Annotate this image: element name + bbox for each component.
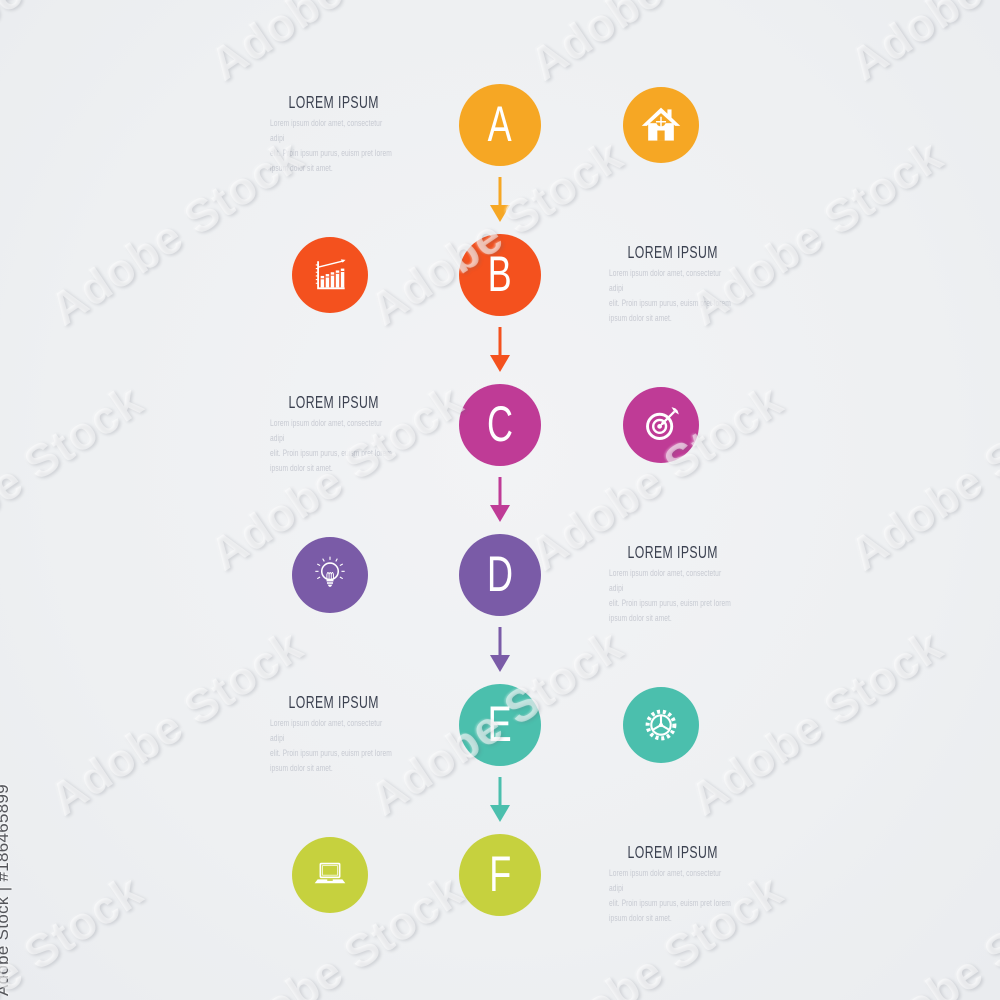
step-circle-b: B xyxy=(459,234,541,316)
text-block-body: Lorem ipsum dolor amet, consectetur adip… xyxy=(270,718,392,774)
step-circle-c: C xyxy=(459,384,541,466)
text-block-body: Lorem ipsum dolor amet, consectetur adip… xyxy=(609,268,731,324)
step-row-c: LOREM IPSUM Lorem ipsum dolor amet, cons… xyxy=(0,350,1000,522)
text-block: LOREM IPSUM Lorem ipsum dolor amet, cons… xyxy=(609,242,736,326)
target-icon xyxy=(623,387,699,463)
text-block-heading: LOREM IPSUM xyxy=(288,92,379,112)
text-block: LOREM IPSUM Lorem ipsum dolor amet, cons… xyxy=(609,842,736,926)
text-block-body: Lorem ipsum dolor amet, consectetur adip… xyxy=(609,568,731,624)
bar-chart-icon xyxy=(292,237,368,313)
text-block-heading: LOREM IPSUM xyxy=(627,842,718,862)
house-icon xyxy=(623,87,699,163)
step-row-b: LOREM IPSUM Lorem ipsum dolor amet, cons… xyxy=(0,200,1000,372)
step-letter: A xyxy=(487,95,513,152)
text-block: LOREM IPSUM Lorem ipsum dolor amet, cons… xyxy=(270,92,397,176)
text-block: LOREM IPSUM Lorem ipsum dolor amet, cons… xyxy=(609,542,736,626)
step-circle-d: D xyxy=(459,534,541,616)
text-block-heading: LOREM IPSUM xyxy=(288,692,379,712)
step-circle-a: A xyxy=(459,84,541,166)
text-block-body: Lorem ipsum dolor amet, consectetur adip… xyxy=(270,118,392,174)
step-letter: F xyxy=(488,845,511,902)
text-block-heading: LOREM IPSUM xyxy=(288,392,379,412)
step-letter: C xyxy=(486,395,513,452)
step-row-a: LOREM IPSUM Lorem ipsum dolor amet, cons… xyxy=(0,50,1000,222)
lightbulb-icon xyxy=(292,537,368,613)
laptop-icon xyxy=(292,837,368,913)
step-row-d: LOREM IPSUM Lorem ipsum dolor amet, cons… xyxy=(0,500,1000,672)
arrow-down-icon xyxy=(489,327,511,373)
step-row-e: LOREM IPSUM Lorem ipsum dolor amet, cons… xyxy=(0,650,1000,822)
arrow-down-icon xyxy=(489,477,511,523)
step-circle-e: E xyxy=(459,684,541,766)
step-letter: D xyxy=(486,545,513,602)
arrow-down-icon xyxy=(489,627,511,673)
text-block-heading: LOREM IPSUM xyxy=(627,242,718,262)
step-circle-f: F xyxy=(459,834,541,916)
text-block: LOREM IPSUM Lorem ipsum dolor amet, cons… xyxy=(270,692,397,776)
step-row-f: LOREM IPSUM Lorem ipsum dolor amet, cons… xyxy=(0,800,1000,950)
text-block-body: Lorem ipsum dolor amet, consectetur adip… xyxy=(270,418,392,474)
step-letter: B xyxy=(487,245,513,302)
text-block-body: Lorem ipsum dolor amet, consectetur adip… xyxy=(609,868,731,924)
gear-icon xyxy=(623,687,699,763)
arrow-down-icon xyxy=(489,177,511,223)
text-block: LOREM IPSUM Lorem ipsum dolor amet, cons… xyxy=(270,392,397,476)
arrow-down-icon xyxy=(489,777,511,823)
text-block-heading: LOREM IPSUM xyxy=(627,542,718,562)
step-letter: E xyxy=(487,695,513,752)
